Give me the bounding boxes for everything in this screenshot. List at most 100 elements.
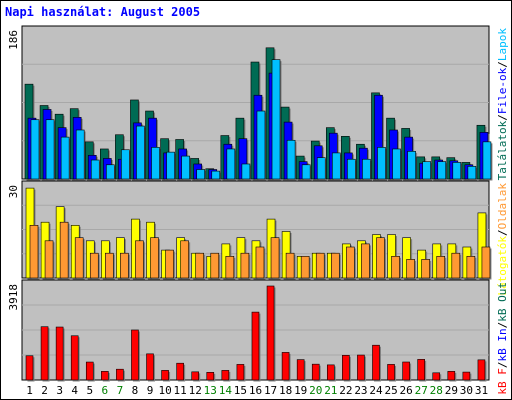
bar-Oldalak xyxy=(466,256,476,279)
bar-kB F xyxy=(236,364,245,381)
bar-Lapok xyxy=(271,59,281,180)
x-tick-label: 2 xyxy=(41,384,48,397)
middle-legend: Látogatók/Oldalak xyxy=(496,183,509,296)
bar-kB F xyxy=(176,362,184,381)
bottom-legend-entry: kB In xyxy=(496,328,509,361)
bar-Oldalak xyxy=(120,252,129,279)
x-tick-label: 3 xyxy=(56,384,63,397)
x-tick-label: 4 xyxy=(71,384,78,397)
x-tick-label: 27 xyxy=(415,384,428,397)
x-tick-label: 30 xyxy=(460,384,473,397)
bar-kB F xyxy=(161,370,169,381)
bar-kB F xyxy=(296,359,305,381)
bar-Oldalak xyxy=(255,246,265,279)
bar-Oldalak xyxy=(376,237,385,279)
x-tick-label: 21 xyxy=(324,384,337,397)
bar-Lapok xyxy=(75,129,85,180)
bar-Lapok xyxy=(407,151,416,180)
top-legend-entry: Lapok xyxy=(496,28,509,61)
middle-legend-entry: Látogatók xyxy=(496,236,509,296)
bar-Oldalak xyxy=(74,237,84,279)
bar-Oldalak xyxy=(315,252,325,279)
bar-Lapok xyxy=(392,148,401,180)
bar-kB F xyxy=(447,371,456,381)
bar-Lapok xyxy=(377,147,386,180)
x-tick-label: 8 xyxy=(132,384,139,397)
x-tick-label: 7 xyxy=(117,384,124,397)
x-tick-label: 22 xyxy=(339,384,352,397)
bar-Lapok xyxy=(226,148,236,180)
x-tick-label: 31 xyxy=(475,384,488,397)
bar-kB F xyxy=(311,363,320,381)
bar-kB F xyxy=(462,371,471,381)
bar-Lapok xyxy=(196,169,206,180)
bar-kB F xyxy=(40,326,49,381)
x-tick-label: 26 xyxy=(400,384,413,397)
bar-Oldalak xyxy=(361,243,370,279)
bar-kB F xyxy=(281,352,290,381)
bar-Oldalak xyxy=(135,240,144,279)
bar-Oldalak xyxy=(300,256,310,279)
bar-Lapok xyxy=(286,139,296,180)
x-tick-label: 24 xyxy=(369,384,383,397)
x-tick-label: 17 xyxy=(264,384,277,397)
bar-kB F xyxy=(326,364,335,381)
bar-Lapok xyxy=(482,141,492,180)
bar-kB F xyxy=(266,285,275,381)
bottom-legend: kB F/kB In/kB Out xyxy=(496,282,509,395)
bar-Lapok xyxy=(30,119,40,180)
bar-Oldalak xyxy=(89,252,99,279)
bar-Oldalak xyxy=(195,252,205,279)
bar-kB F xyxy=(116,368,124,381)
bar-Lapok xyxy=(467,166,477,180)
top-legend-entry: Találatok xyxy=(496,120,509,180)
top-legend-entry: File-ok xyxy=(496,67,509,114)
top-legend: Találatok/File-ok/Lapok xyxy=(496,28,509,181)
bar-Oldalak xyxy=(285,252,295,279)
bar-Lapok xyxy=(90,159,100,180)
x-tick-label: 13 xyxy=(204,384,217,397)
bar-kB F xyxy=(251,311,260,381)
x-tick-label: 16 xyxy=(249,384,262,397)
bar-Oldalak xyxy=(180,240,189,279)
bar-kB F xyxy=(146,353,154,381)
x-tick-label: 29 xyxy=(445,384,458,397)
x-tick-label: 14 xyxy=(219,384,233,397)
bar-Lapok xyxy=(422,161,431,180)
bottom-legend-entry: / xyxy=(496,322,509,329)
bar-Lapok xyxy=(151,147,160,180)
bar-Oldalak xyxy=(105,252,114,279)
bar-Lapok xyxy=(301,164,311,180)
bar-kB F xyxy=(357,354,365,381)
bar-Oldalak xyxy=(210,252,220,279)
x-tick-label: 20 xyxy=(309,384,322,397)
bar-kB F xyxy=(25,355,34,381)
x-tick-label: 23 xyxy=(354,384,367,397)
bar-Oldalak xyxy=(330,252,340,279)
middle-legend-entry: Oldalak xyxy=(496,183,509,230)
bar-Oldalak xyxy=(225,256,235,279)
bar-Oldalak xyxy=(391,256,400,279)
bar-kB F xyxy=(206,372,215,381)
bar-Oldalak xyxy=(59,221,69,279)
bar-Lapok xyxy=(437,161,447,180)
x-tick-label: 10 xyxy=(158,384,171,397)
bar-Lapok xyxy=(256,110,266,180)
bar-Lapok xyxy=(331,152,341,180)
top-max-label: 186 xyxy=(7,30,20,50)
bottom-legend-entry: kB F xyxy=(496,368,509,395)
bar-kB F xyxy=(191,371,200,381)
bar-Oldalak xyxy=(451,252,461,279)
bar-kB F xyxy=(342,354,350,381)
x-tick-label: 12 xyxy=(189,384,202,397)
bar-Lapok xyxy=(347,158,356,180)
middle-max-label: 30 xyxy=(7,185,20,198)
bar-Lapok xyxy=(362,158,371,180)
bar-kB F xyxy=(372,344,380,381)
bar-kB F xyxy=(131,329,139,381)
bar-kB F xyxy=(70,335,79,381)
bar-Oldalak xyxy=(29,225,39,279)
top-legend-entry: / xyxy=(496,61,509,68)
